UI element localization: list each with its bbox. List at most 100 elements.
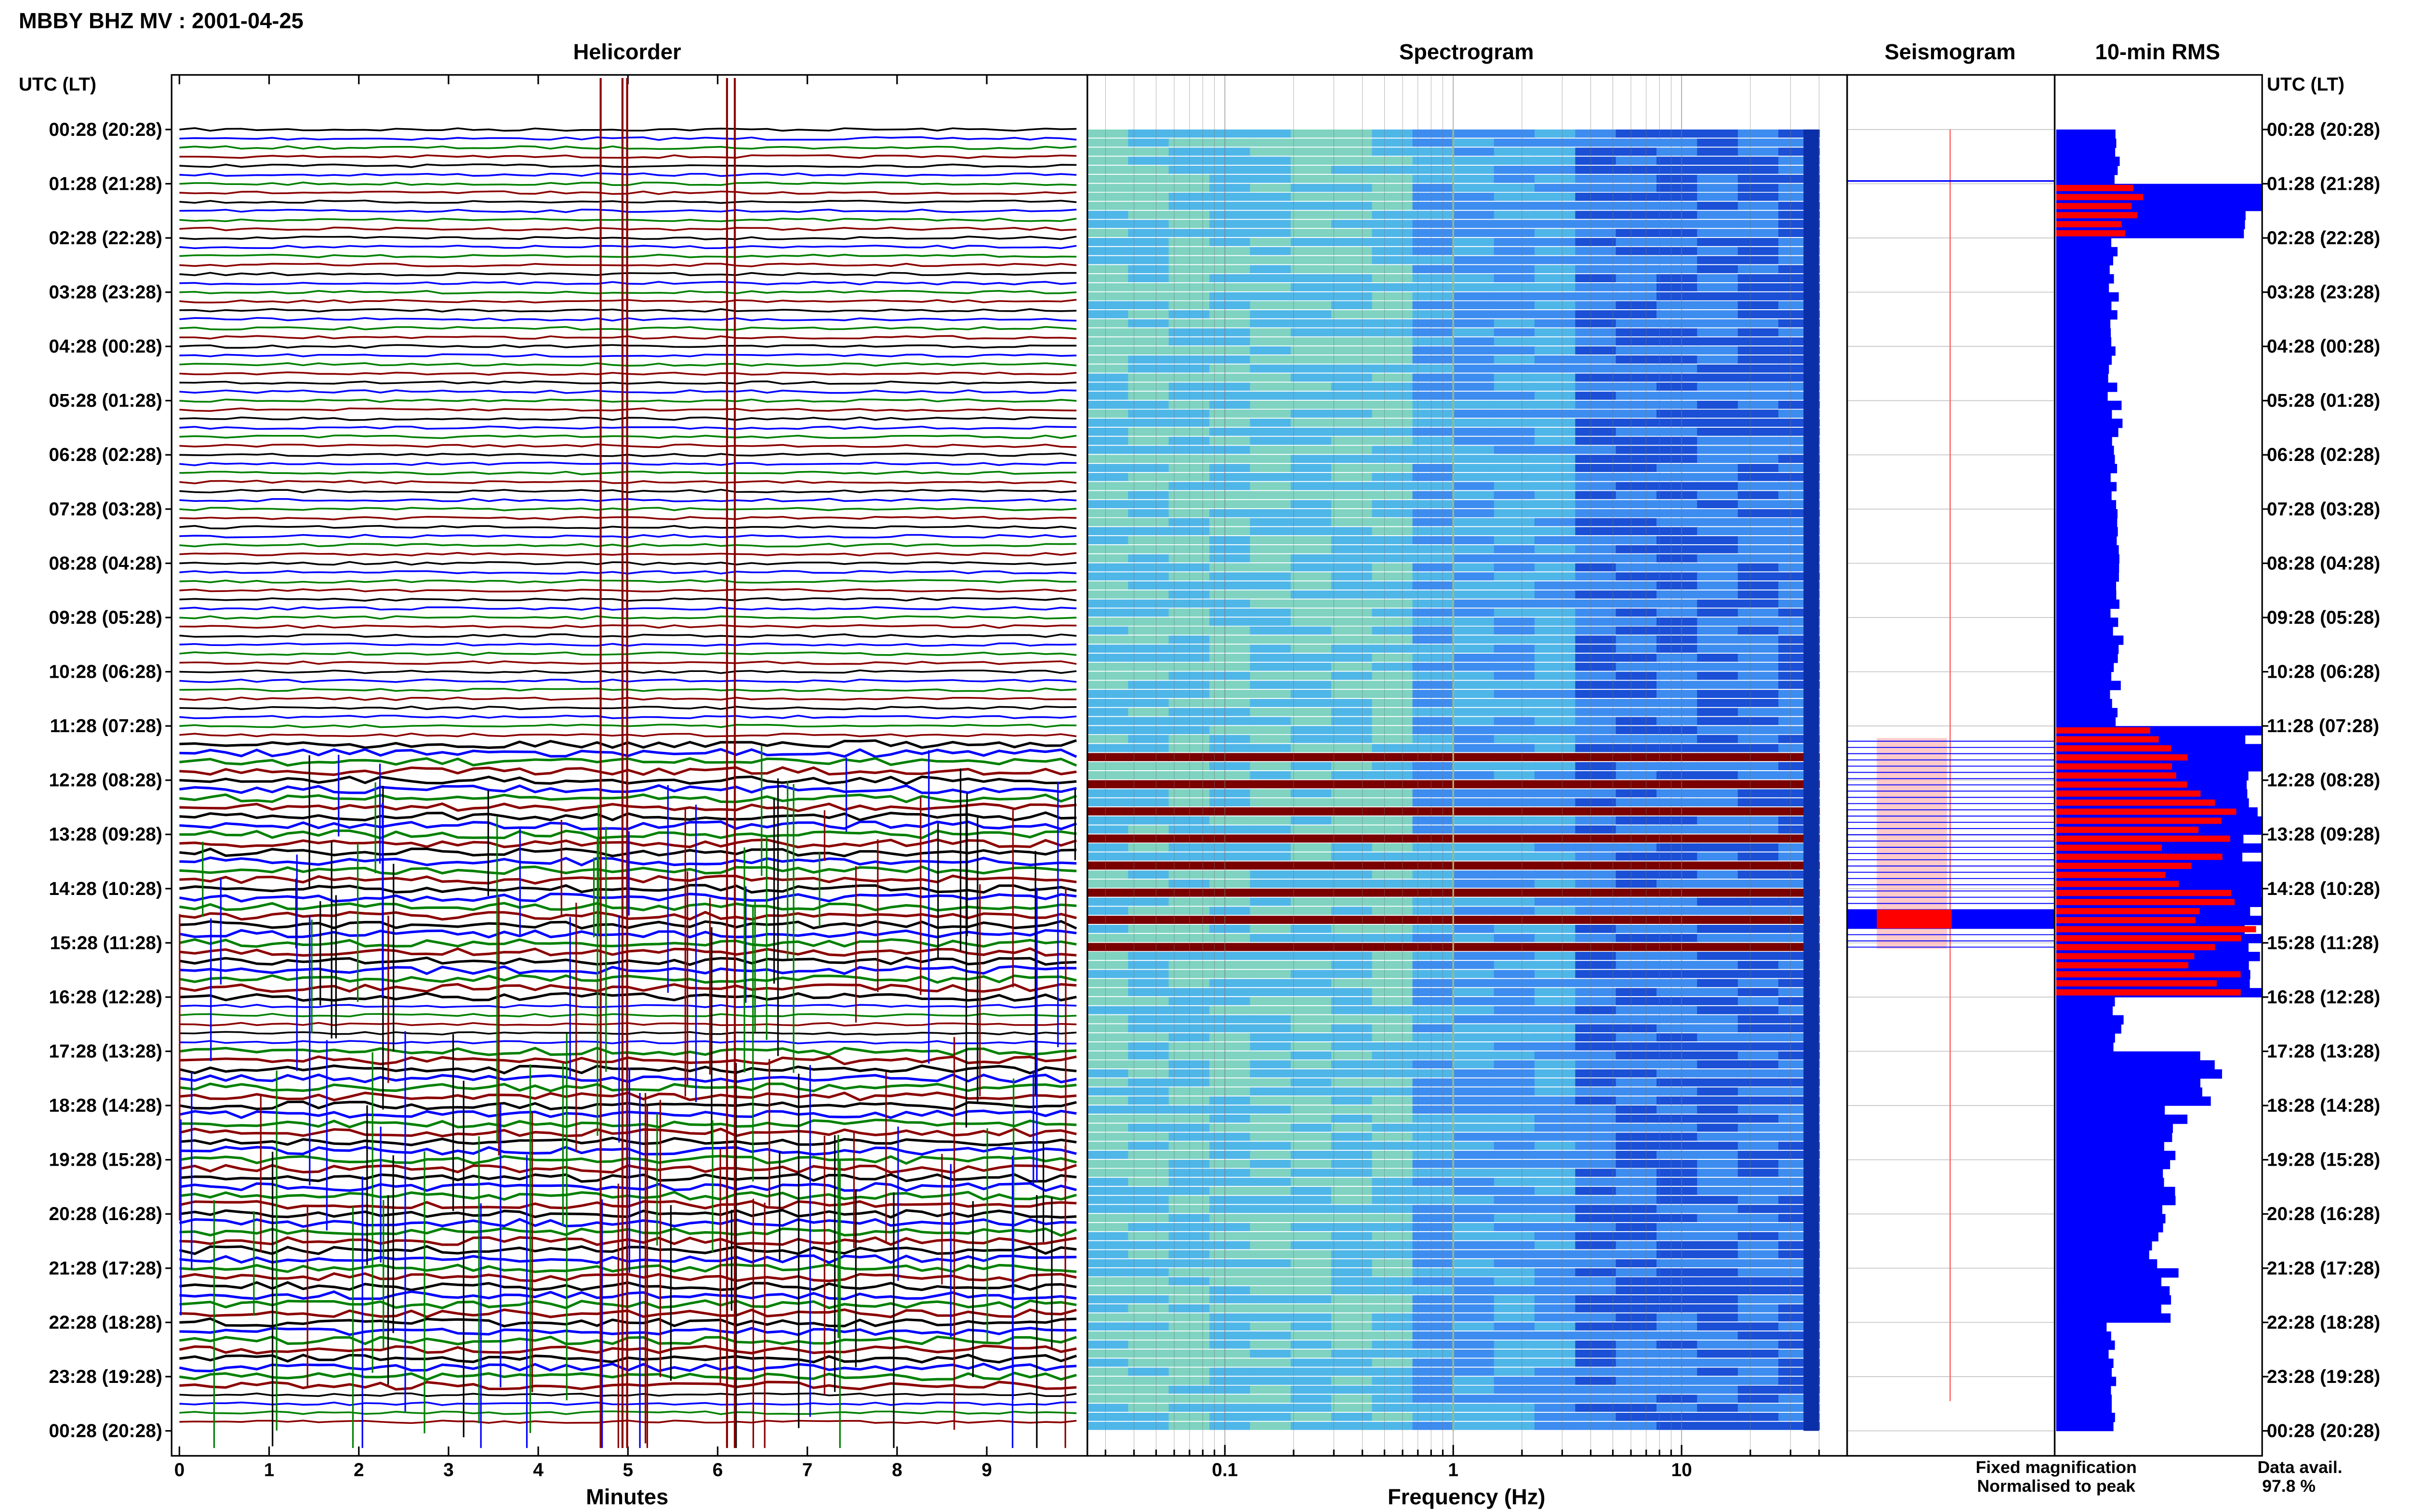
- spectrogram-cell: [1534, 726, 1576, 735]
- spectrogram-cell: [1697, 925, 1739, 933]
- rms-fixed-bar: [2056, 1358, 2114, 1368]
- spectrogram-cell: [1453, 970, 1495, 978]
- spectrogram-cell: [1290, 1042, 1332, 1051]
- rms-normalised-bar: [2056, 827, 2199, 833]
- spectrogram-cell: [1331, 960, 1373, 969]
- spectrogram-cell: [1250, 960, 1292, 969]
- spectrogram-cell: [1453, 1268, 1495, 1276]
- spectrogram-cell: [1250, 1340, 1292, 1349]
- spectrogram-cell: [1534, 690, 1576, 698]
- spectrogram-cell: [1087, 753, 1129, 762]
- spectrogram-cell: [1575, 1358, 1617, 1367]
- spectrogram-cell: [1656, 1385, 1698, 1394]
- spectrogram-cell: [1737, 554, 1780, 563]
- spectrogram-cell: [1087, 771, 1129, 779]
- spectrogram-cell: [1412, 1322, 1454, 1331]
- spectrogram-cell: [1250, 1114, 1292, 1123]
- spectrogram-cell: [1209, 455, 1251, 463]
- spectrogram-cell: [1656, 1196, 1698, 1204]
- spectrogram-cell: [1494, 1151, 1535, 1159]
- spectrogram-cell: [1412, 933, 1454, 942]
- spectrogram-cell: [1656, 1024, 1698, 1033]
- spectrogram-cell: [1494, 545, 1535, 553]
- spectrogram-cell: [1534, 861, 1576, 870]
- rms-fixed-bar: [2056, 1006, 2113, 1016]
- spectrogram-cell: [1250, 717, 1292, 725]
- spectrogram-cell: [1290, 1295, 1332, 1303]
- spectrogram-cell: [1737, 662, 1780, 671]
- spectrogram-cell: [1412, 1304, 1454, 1313]
- spectrogram-cell: [1453, 825, 1495, 834]
- spectrogram-cell: [1290, 1096, 1332, 1105]
- spectrogram-cell: [1453, 843, 1495, 852]
- spectrogram-cell: [1128, 681, 1170, 689]
- rms-fixed-bar: [2056, 1377, 2117, 1386]
- spectrogram-cell: [1331, 662, 1373, 671]
- spectrogram-cell: [1290, 1142, 1332, 1150]
- spectrogram-cell: [1209, 943, 1251, 951]
- spectrogram-cell: [1575, 1214, 1617, 1223]
- spectrogram-cell: [1453, 1151, 1495, 1159]
- spectrogram-cell: [1737, 138, 1780, 147]
- spectrogram-cell: [1453, 933, 1495, 942]
- spectrogram-cell: [1575, 1412, 1617, 1421]
- spectrogram-cell: [1737, 1169, 1780, 1177]
- spectrogram-cell: [1453, 364, 1495, 373]
- spectrogram-cell: [1575, 635, 1617, 644]
- spectrogram-cell: [1087, 346, 1129, 355]
- spectrogram-cell: [1087, 952, 1129, 960]
- spectrogram-cell: [1412, 328, 1454, 337]
- spectrogram-cell: [1250, 572, 1292, 581]
- spectrogram-cell: [1737, 419, 1780, 427]
- spectrogram-cell: [1615, 1142, 1657, 1150]
- spectrogram-cell: [1615, 1123, 1657, 1132]
- spectrogram-cell: [1209, 861, 1251, 870]
- spectrogram-cell: [1575, 1241, 1617, 1249]
- spectrogram-cell: [1575, 1232, 1617, 1240]
- spectrogram-cell: [1737, 129, 1780, 138]
- spectrogram-cell: [1372, 925, 1414, 933]
- spectrogram-cell: [1290, 690, 1332, 698]
- spectrogram-cell: [1250, 355, 1292, 364]
- spectrogram-cell: [1656, 1241, 1698, 1249]
- spectrogram-cell: [1494, 1214, 1535, 1223]
- spectrogram-cell: [1290, 1024, 1332, 1033]
- spectrogram-cell: [1575, 229, 1617, 237]
- spectrogram-cell: [1087, 473, 1129, 481]
- spectrogram-cell: [1534, 1078, 1576, 1087]
- spectrogram-cell: [1412, 364, 1454, 373]
- spectrogram-cell: [1209, 1114, 1251, 1123]
- spectrogram-cell: [1615, 563, 1657, 572]
- spectrogram-cell: [1697, 265, 1739, 274]
- spectrogram-cell: [1128, 536, 1170, 544]
- spectrogram-cell: [1615, 455, 1657, 463]
- spectrogram-cell: [1290, 364, 1332, 373]
- data-avail-label: Data avail.: [2257, 1458, 2342, 1477]
- spectrogram-cell: [1087, 888, 1129, 897]
- spectrogram-cell: [1209, 1042, 1251, 1051]
- spectrogram-cell: [1737, 1295, 1780, 1303]
- spectrogram-cell: [1372, 1367, 1414, 1376]
- spectrogram-cell: [1697, 292, 1739, 301]
- spectrogram-cell: [1615, 861, 1657, 870]
- spectrogram-cell: [1697, 1205, 1739, 1213]
- spectrogram-cell: [1290, 1313, 1332, 1322]
- spectrogram-cell: [1128, 1340, 1170, 1349]
- spectrogram-cell: [1453, 852, 1495, 861]
- spectrogram-cell: [1615, 238, 1657, 246]
- spectrogram-cell: [1331, 925, 1373, 933]
- spectrogram-cell: [1656, 662, 1698, 671]
- spectrogram-cell: [1737, 1250, 1780, 1259]
- spectrogram-cell: [1412, 436, 1454, 445]
- spectrogram-cell: [1087, 1069, 1129, 1078]
- spectrogram-cell: [1087, 1313, 1129, 1322]
- spectrogram-cell: [1534, 581, 1576, 590]
- spectrogram-cell: [1250, 138, 1292, 147]
- spectrogram-cell: [1372, 1132, 1414, 1141]
- spectrogram-cell: [1331, 780, 1373, 789]
- spectrogram-cell: [1453, 1169, 1495, 1177]
- spectrogram-cell: [1494, 807, 1535, 815]
- spectrogram-cell: [1697, 1060, 1739, 1069]
- spectrogram-cell: [1697, 1304, 1739, 1313]
- spectrogram-cell: [1290, 681, 1332, 689]
